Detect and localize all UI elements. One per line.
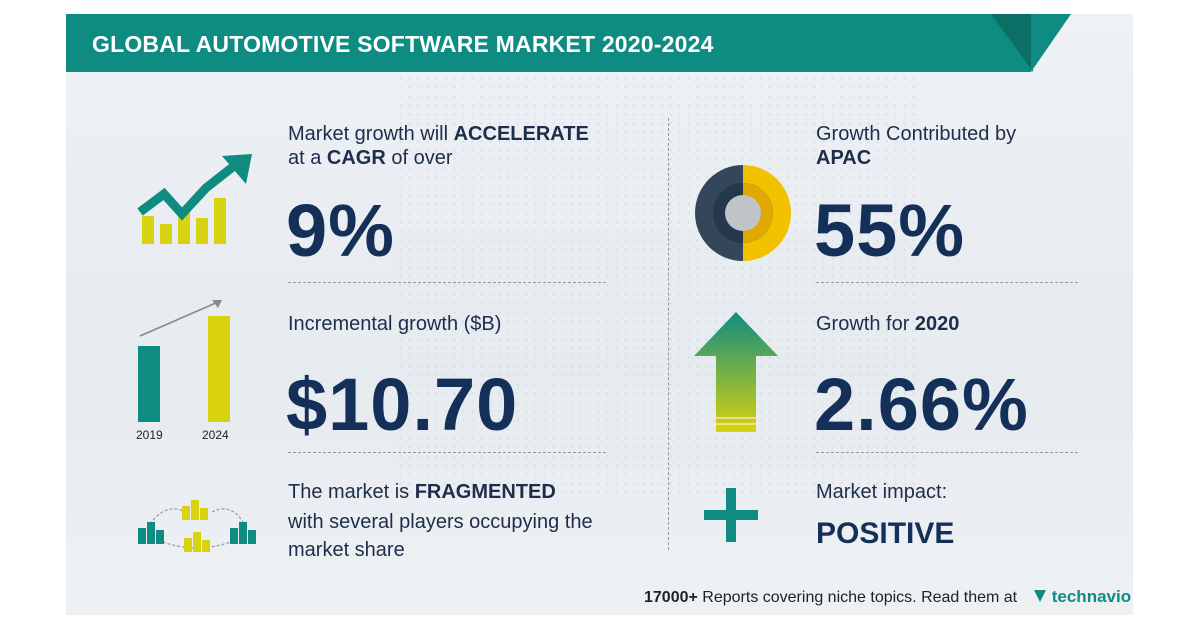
infographic-card: GLOBAL AUTOMOTIVE SOFTWARE MARKET 2020-2…: [66, 14, 1133, 615]
year-start-label: 2019: [136, 428, 163, 442]
header-fold: [991, 14, 1033, 72]
buildings-network-icon: [138, 500, 256, 552]
divider: [816, 282, 1078, 283]
divider: [816, 452, 1078, 453]
divider: [288, 452, 606, 453]
divider: [288, 282, 606, 283]
up-arrow-icon: [694, 312, 778, 432]
growth-chart-icon: [137, 154, 252, 244]
cagr-line2: at a CAGR of over: [288, 147, 453, 169]
plus-icon: [704, 488, 758, 542]
year-end-label: 2024: [202, 428, 229, 442]
growth-year-label: Growth for 2020: [816, 313, 960, 335]
fragmented-line2: with several players occupying the: [288, 511, 593, 533]
growth-year-value: 2.66%: [814, 363, 1029, 446]
footer-text: 17000+ Reports covering niche topics. Re…: [644, 589, 1018, 606]
impact-label: Market impact:: [816, 481, 948, 503]
column-divider: [668, 118, 669, 550]
region-name: APAC: [816, 147, 872, 169]
page-title: GLOBAL AUTOMOTIVE SOFTWARE MARKET 2020-2…: [92, 31, 714, 57]
header-banner: GLOBAL AUTOMOTIVE SOFTWARE MARKET 2020-2…: [66, 14, 1031, 72]
fragmented-line1: The market is FRAGMENTED: [288, 481, 556, 503]
brand-name: technavio: [1051, 587, 1132, 606]
bar-chart-icon: [138, 300, 230, 422]
brand-logo[interactable]: technavio: [1033, 587, 1131, 607]
region-label: Growth Contributed by: [816, 123, 1017, 145]
cagr-value: 9%: [286, 189, 395, 272]
region-value: 55%: [814, 189, 966, 272]
incremental-value: $10.70: [286, 363, 519, 446]
cagr-line1: Market growth will ACCELERATE: [288, 123, 589, 145]
donut-icon: [695, 165, 791, 261]
technavio-logo-icon: [1034, 590, 1046, 602]
background-pattern: [396, 74, 916, 494]
header-tab: [1031, 14, 1071, 72]
fragmented-line3: market share: [288, 539, 405, 561]
impact-value: POSITIVE: [816, 517, 955, 550]
incremental-label: Incremental growth ($B): [288, 313, 502, 335]
